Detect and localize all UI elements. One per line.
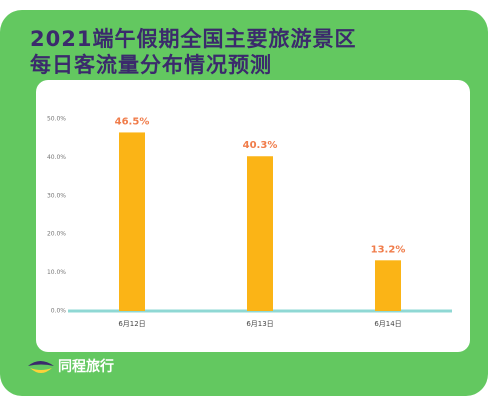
bar: [375, 260, 401, 311]
y-tick-label: 40.0%: [47, 154, 66, 161]
value-label: 40.3%: [243, 140, 278, 151]
x-tick-label: 6月13日: [246, 320, 273, 328]
logo-icon-lower: [30, 368, 52, 373]
y-tick-label: 0.0%: [51, 308, 67, 315]
brand-name: 同程旅行: [58, 358, 114, 375]
value-label: 13.2%: [371, 244, 406, 255]
x-tick-label: 6月12日: [118, 320, 145, 328]
brand-logo: 同程旅行: [28, 358, 114, 375]
y-tick-label: 10.0%: [47, 269, 66, 276]
y-tick-label: 30.0%: [47, 192, 66, 199]
value-label: 46.5%: [115, 116, 150, 127]
bar: [247, 156, 273, 311]
chart-subtitle: 每日客流量分布情况预测: [30, 53, 272, 77]
bar: [119, 132, 145, 311]
x-tick-label: 6月14日: [374, 320, 401, 328]
y-tick-label: 20.0%: [47, 231, 66, 238]
y-tick-label: 50.0%: [47, 116, 66, 123]
logo-icon: [28, 361, 54, 366]
chart-title: 2021端午假期全国主要旅游景区: [30, 27, 356, 51]
